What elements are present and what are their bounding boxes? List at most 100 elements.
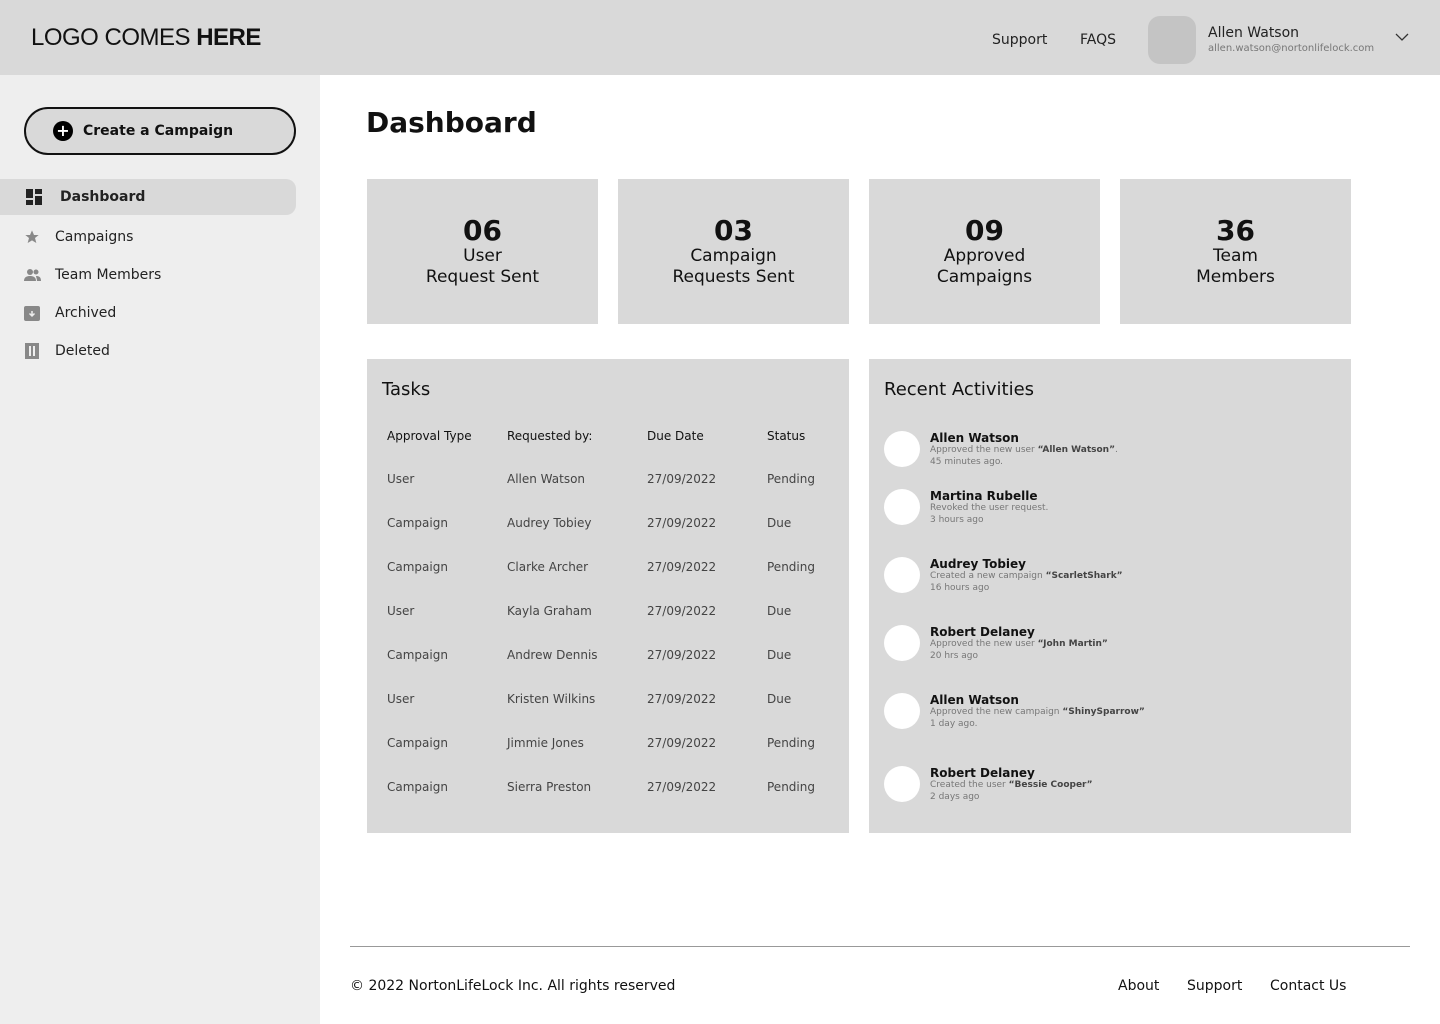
avatar: [884, 693, 920, 729]
activity-user: Robert Delaney: [930, 766, 1035, 780]
table-cell: Campaign: [387, 780, 448, 794]
chevron-down-icon[interactable]: [1395, 32, 1409, 42]
support-link[interactable]: Support: [992, 32, 1048, 48]
table-cell: Pending: [767, 780, 815, 794]
plus-icon: +: [53, 121, 73, 141]
activity-description: Created the user “Bessie Cooper”: [930, 780, 1093, 790]
table-cell: Audrey Tobiey: [507, 516, 592, 530]
user-name: Allen Watson: [1208, 25, 1300, 41]
footer-contact-link[interactable]: Contact Us: [1270, 978, 1347, 994]
sidebar-item-archived[interactable]: Archived: [0, 295, 296, 331]
activity-time: 2 days ago: [930, 792, 980, 802]
stat-label: Team Members: [1196, 245, 1275, 287]
sidebar-item-campaigns[interactable]: Campaigns: [0, 219, 296, 255]
sidebar-item-dashboard[interactable]: Dashboard: [0, 179, 296, 215]
activity-user: Audrey Tobiey: [930, 557, 1026, 571]
activity-user: Allen Watson: [930, 431, 1019, 445]
stat-value: 06: [463, 213, 502, 247]
footer-divider: [350, 946, 1410, 947]
avatar: [884, 489, 920, 525]
create-campaign-button[interactable]: + Create a Campaign: [24, 107, 296, 155]
archive-icon: [23, 304, 41, 322]
table-cell: 27/09/2022: [647, 472, 717, 486]
user-avatar[interactable]: [1148, 16, 1196, 64]
table-cell: Campaign: [387, 516, 448, 530]
table-cell: Pending: [767, 560, 815, 574]
stat-label: Campaign Requests Sent: [672, 245, 795, 287]
table-cell: Due: [767, 604, 792, 618]
stat-value: 36: [1216, 213, 1255, 247]
table-cell: Pending: [767, 472, 815, 486]
column-header: Approval Type: [387, 429, 472, 443]
table-cell: 27/09/2022: [647, 736, 717, 750]
table-cell: 27/09/2022: [647, 692, 717, 706]
faqs-link[interactable]: FAQS: [1080, 32, 1117, 48]
table-cell: Jimmie Jones: [507, 736, 584, 750]
logo[interactable]: LOGO COMES HERE: [31, 24, 261, 51]
stat-value: 09: [965, 213, 1004, 247]
stat-card-campaign-requests[interactable]: 03 Campaign Requests Sent: [618, 179, 849, 324]
table-cell: User: [387, 692, 415, 706]
activity-description: Approved the new user “Allen Watson”.: [930, 445, 1118, 455]
activity-time: 45 minutes ago.: [930, 457, 1004, 467]
stat-value: 03: [714, 213, 753, 247]
recent-activities-panel: Recent Activities Allen Watson Approved …: [869, 359, 1351, 833]
activity-time: 20 hrs ago: [930, 651, 979, 661]
trash-icon: [23, 342, 41, 360]
table-cell: 27/09/2022: [647, 604, 717, 618]
activity-description: Approved the new campaign “ShinySparrow”: [930, 707, 1145, 717]
table-cell: Sierra Preston: [507, 780, 592, 794]
table-cell: 27/09/2022: [647, 780, 717, 794]
sidebar-item-team-members[interactable]: Team Members: [0, 257, 296, 293]
footer-about-link[interactable]: About: [1118, 978, 1160, 994]
avatar: [884, 625, 920, 661]
copyright: © 2022 NortonLifeLock Inc. All rights re…: [350, 978, 676, 994]
people-icon: [23, 266, 41, 284]
activity-description: Approved the new user “John Martin”: [930, 639, 1108, 649]
table-cell: Pending: [767, 736, 815, 750]
table-cell: Campaign: [387, 560, 448, 574]
table-cell: Allen Watson: [507, 472, 586, 486]
activity-user: Martina Rubelle: [930, 489, 1038, 503]
table-cell: 27/09/2022: [647, 560, 717, 574]
page-title: Dashboard: [366, 106, 537, 139]
top-header: LOGO COMES HERE Support FAQS Allen Watso…: [0, 0, 1440, 75]
sidebar-item-deleted[interactable]: Deleted: [0, 333, 296, 369]
stat-label: User Request Sent: [425, 245, 540, 287]
table-cell: User: [387, 472, 415, 486]
table-cell: Andrew Dennis: [507, 648, 598, 662]
sidebar: [0, 75, 320, 1024]
table-cell: Kristen Wilkins: [507, 692, 596, 706]
activity-time: 16 hours ago: [930, 583, 990, 593]
activity-user: Robert Delaney: [930, 625, 1035, 639]
user-email: allen.watson@nortonlifelock.com: [1208, 43, 1375, 54]
column-header: Status: [767, 429, 806, 443]
activity-time: 1 day ago.: [930, 719, 978, 729]
table-cell: Due: [767, 516, 792, 530]
table-cell: Due: [767, 692, 792, 706]
tasks-panel: Tasks Approval Type Requested by: Due Date…: [367, 359, 849, 833]
footer-support-link[interactable]: Support: [1187, 978, 1243, 994]
activity-description: Revoked the user request.: [930, 503, 1049, 513]
column-header: Due Date: [647, 429, 704, 443]
avatar: [884, 766, 920, 802]
stat-card-approved-campaigns[interactable]: 09 Approved Campaigns: [869, 179, 1100, 324]
table-cell: Campaign: [387, 648, 448, 662]
stat-card-user-requests[interactable]: 06 User Request Sent: [367, 179, 598, 324]
tasks-title: Tasks: [382, 379, 431, 400]
table-cell: Clarke Archer: [507, 560, 589, 574]
table-cell: User: [387, 604, 415, 618]
column-header: Requested by:: [507, 429, 593, 443]
activity-time: 3 hours ago: [930, 515, 984, 525]
activity-description: Created a new campaign “ScarletShark”: [930, 571, 1123, 581]
table-cell: 27/09/2022: [647, 516, 717, 530]
table-cell: Due: [767, 648, 792, 662]
table-cell: Kayla Graham: [507, 604, 592, 618]
table-cell: Campaign: [387, 736, 448, 750]
star-icon: [23, 228, 41, 246]
table-cell: 27/09/2022: [647, 648, 717, 662]
activity-user: Allen Watson: [930, 693, 1019, 707]
dashboard-icon: [25, 188, 43, 206]
stat-card-team-members[interactable]: 36 Team Members: [1120, 179, 1351, 324]
activities-title: Recent Activities: [884, 379, 1035, 400]
